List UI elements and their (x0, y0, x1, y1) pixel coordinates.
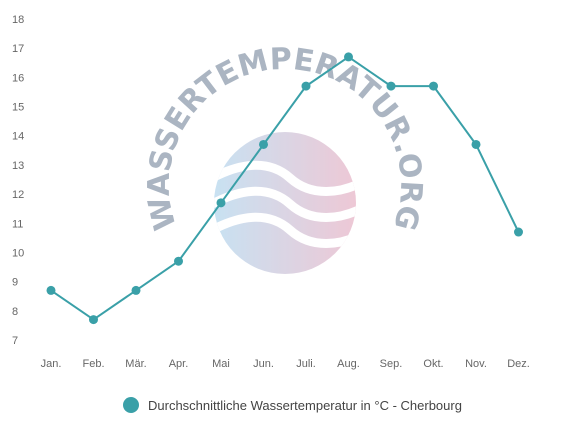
x-tick-label: Jun. (253, 358, 274, 370)
x-tick-label: Okt. (423, 358, 443, 370)
data-point[interactable] (89, 315, 98, 325)
y-tick-label: 9 (12, 277, 18, 289)
data-point[interactable] (514, 227, 523, 237)
y-tick-label: 13 (12, 160, 24, 172)
series-layer (46, 52, 523, 325)
data-point[interactable] (429, 81, 438, 91)
y-tick-label: 14 (12, 131, 24, 143)
x-tick-label: Mär. (125, 358, 146, 370)
x-tick-label: Feb. (82, 358, 104, 370)
data-point[interactable] (471, 139, 481, 149)
y-tick-label: 8 (12, 306, 18, 318)
y-tick-label: 10 (12, 247, 24, 259)
data-point[interactable] (174, 256, 183, 266)
data-point[interactable] (216, 198, 226, 208)
legend-marker (123, 397, 139, 413)
y-tick-label: 17 (12, 43, 24, 55)
y-tick-label: 11 (12, 218, 23, 230)
data-point[interactable] (386, 81, 396, 91)
y-tick-label: 12 (12, 189, 24, 201)
x-tick-label: Jan. (41, 358, 62, 370)
data-point[interactable] (344, 52, 353, 62)
x-tick-label: Apr. (169, 358, 189, 370)
series-line (50, 55, 520, 321)
x-tick-label: Juli. (296, 358, 316, 370)
x-tick-label: Aug. (337, 358, 360, 370)
legend[interactable]: Durchschnittliche Wassertemperatur in °C… (123, 397, 462, 413)
legend-label: Durchschnittliche Wassertemperatur in °C… (148, 398, 462, 413)
y-axis-ticks: 7 8 9 10 11 12 13 14 15 16 17 18 (12, 14, 24, 347)
data-point[interactable] (259, 139, 268, 149)
y-tick-label: 18 (12, 14, 24, 26)
data-point[interactable] (46, 285, 56, 295)
y-tick-label: 7 (12, 335, 18, 347)
data-point[interactable] (131, 285, 141, 295)
x-axis-ticks: Jan. Feb. Mär. Apr. Mai Jun. Juli. Aug. Sep. Okt.… (41, 358, 530, 370)
x-tick-label: Sep. (380, 358, 403, 370)
y-tick-label: 15 (12, 102, 24, 114)
y-tick-label: 16 (12, 72, 24, 84)
x-tick-label: Nov. (465, 358, 487, 370)
x-tick-label: Dez. (507, 358, 530, 370)
watermark-logo: WASSERTEMPERATUR.ORG (142, 42, 428, 274)
data-point[interactable] (301, 81, 311, 91)
x-tick-label: Mai (212, 358, 230, 370)
